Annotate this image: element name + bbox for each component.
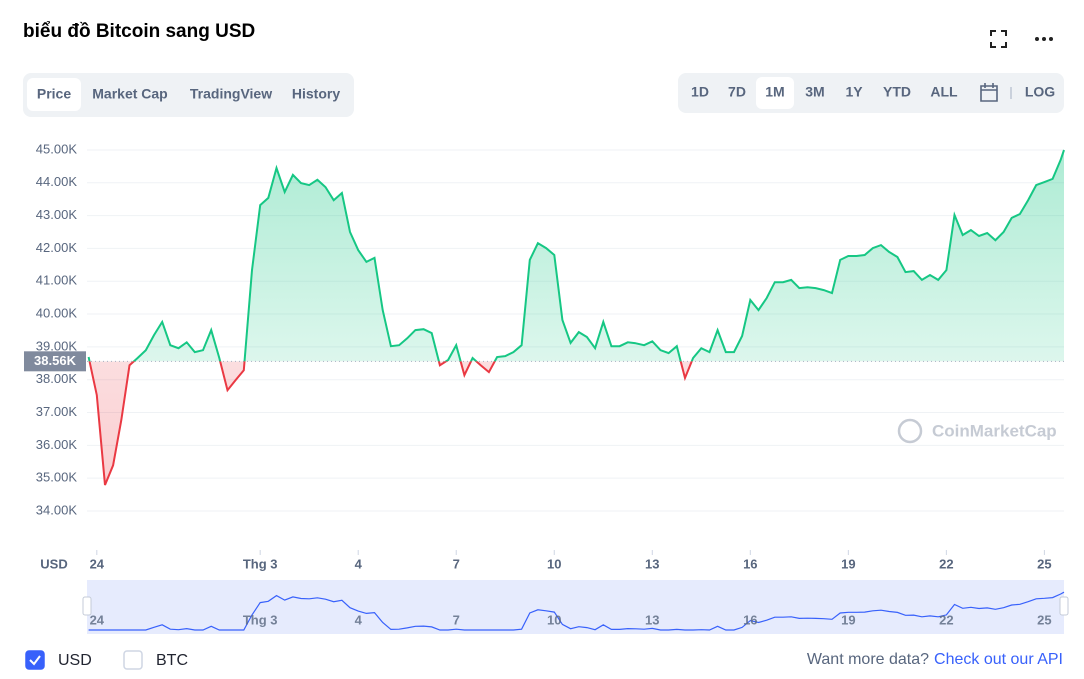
baseline-label-box [24, 351, 86, 372]
navigator-tick-label: 16 [743, 612, 757, 627]
currency-label: BTC [156, 652, 188, 669]
range-button[interactable]: 3M [805, 84, 824, 100]
x-tick-label: 25 [1037, 556, 1051, 571]
x-tick-label: 10 [547, 556, 561, 571]
x-tick-label: 19 [841, 556, 855, 571]
navigator-tick-label: 25 [1037, 612, 1051, 627]
x-tick-label: 24 [90, 556, 105, 571]
y-tick-label: 45.00K [36, 141, 78, 156]
watermark: CoinMarketCap [932, 421, 1057, 440]
navigator-tick-label: 7 [453, 612, 460, 627]
tab[interactable]: History [292, 86, 340, 102]
y-tick-label: 44.00K [36, 174, 78, 189]
tab-group [23, 73, 354, 117]
range-button[interactable]: 1M [765, 84, 784, 100]
navigator-tick-label: 24 [90, 612, 105, 627]
navigator-tick-label: Thg 3 [243, 612, 278, 627]
tab[interactable]: TradingView [190, 86, 272, 102]
x-tick-label: 7 [453, 556, 460, 571]
chart-title: biểu đồ Bitcoin sang USD [23, 21, 255, 42]
footer-text: Want more data? [807, 651, 929, 668]
more-icon[interactable] [1035, 37, 1053, 41]
navigator-tick-label: 13 [645, 612, 659, 627]
navigator-tick-label: 22 [939, 612, 953, 627]
range-button[interactable]: 1Y [845, 84, 863, 100]
baseline-label: 38.56K [34, 353, 77, 368]
checkmark [29, 655, 41, 666]
footer: Want more data? Check out our API [807, 651, 1063, 668]
y-tick-label: 41.00K [36, 273, 78, 288]
navigator-tick-label: 4 [355, 612, 363, 627]
x-tick-label: 16 [743, 556, 757, 571]
y-tick-label: 34.00K [36, 502, 78, 517]
currency-label: USD [58, 652, 92, 669]
navigator-tick-label: 10 [547, 612, 561, 627]
navigator-tick-label: 19 [841, 612, 855, 627]
y-tick-label: 39.00K [36, 338, 78, 353]
range-button[interactable]: 1D [691, 84, 709, 100]
navigator [87, 580, 1064, 634]
range-button[interactable]: YTD [883, 84, 911, 100]
watermark-logo [897, 418, 923, 444]
x-tick-label: 4 [355, 556, 363, 571]
x-tick-label: Thg 3 [243, 556, 278, 571]
calendar-icon[interactable] [980, 83, 998, 102]
navigator-handle[interactable] [82, 596, 92, 616]
y-tick-label: 42.00K [36, 240, 78, 255]
area-up [88, 150, 1064, 362]
checkbox[interactable] [25, 650, 45, 670]
active-tab [27, 78, 81, 111]
active-range [756, 77, 794, 109]
range-button[interactable]: 7D [728, 84, 746, 100]
range-button[interactable]: ALL [930, 84, 958, 100]
x-tick-label: 13 [645, 556, 659, 571]
y-tick-label: 37.00K [36, 404, 78, 419]
x-tick-label: 22 [939, 556, 953, 571]
fullscreen-icon[interactable] [990, 30, 1007, 48]
navigator-line [88, 591, 1065, 631]
y-tick-label: 38.00K [36, 371, 78, 386]
tab[interactable]: Market Cap [92, 86, 167, 102]
y-tick-label: 35.00K [36, 470, 78, 485]
tab[interactable]: Price [37, 86, 71, 102]
price-line-up [87, 149, 1065, 362]
navigator-handle[interactable] [1059, 596, 1069, 616]
footer-link[interactable]: Check out our API [934, 651, 1063, 668]
y-tick-label: 40.00K [36, 305, 78, 320]
log-button[interactable]: LOG [1025, 84, 1055, 100]
y-tick-label: 43.00K [36, 207, 78, 222]
y-tick-label: 36.00K [36, 437, 78, 452]
y-axis-label: USD [40, 556, 67, 571]
checkbox[interactable] [123, 650, 143, 670]
